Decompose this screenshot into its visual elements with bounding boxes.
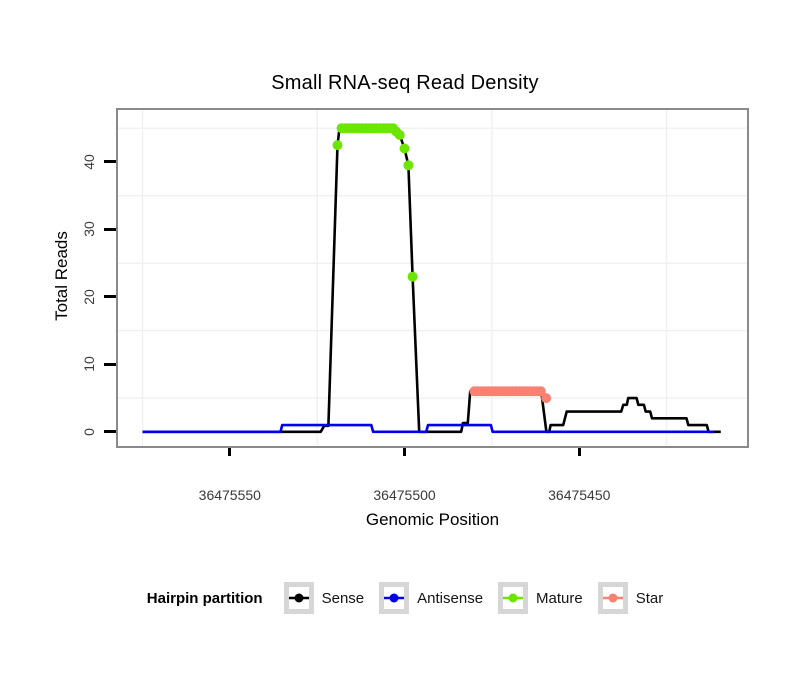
x-tick-label: 36475500	[373, 487, 436, 503]
chart-title: Small RNA-seq Read Density	[271, 72, 539, 94]
x-tick-label: 36475550	[198, 487, 261, 503]
x-axis-tick	[228, 448, 232, 456]
mature-point	[407, 271, 418, 282]
series-sense-line	[142, 126, 721, 434]
legend-item-star: Star	[597, 582, 664, 614]
x-axis-label: Genomic Position	[365, 510, 500, 529]
y-axis-tick	[104, 227, 116, 231]
legend-item-antisense: Antisense	[379, 582, 483, 614]
star-line-dot-icon	[602, 593, 623, 603]
mature-point	[394, 130, 405, 140]
legend-item-label: Antisense	[417, 589, 484, 607]
legend-key-box	[283, 582, 314, 614]
mature-point	[399, 143, 410, 154]
x-axis-tick	[577, 448, 581, 456]
plot-canvas	[118, 110, 747, 446]
series-antisense-line	[142, 423, 714, 434]
legend-key-box	[379, 582, 410, 614]
sense-line-dot-icon	[288, 593, 309, 603]
legend-item-label: Sense	[321, 589, 365, 607]
y-tick-label: 30	[81, 221, 97, 238]
legend-item-label: Star	[635, 589, 664, 607]
mature-point	[332, 140, 343, 151]
y-tick-label: 40	[81, 154, 97, 170]
y-axis-tick	[104, 430, 116, 434]
y-axis-tick	[104, 160, 116, 164]
legend-key-box	[597, 582, 628, 614]
y-tick-label: 0	[81, 427, 97, 436]
mature-line-dot-icon	[503, 593, 524, 603]
star-point	[541, 393, 552, 404]
y-axis-tick	[104, 362, 116, 366]
y-tick-label: 20	[81, 289, 97, 305]
legend-title: Hairpin partition	[146, 589, 263, 607]
antisense-line-dot-icon	[384, 593, 405, 603]
y-axis-label: Total Reads	[52, 231, 71, 321]
y-axis-tick	[104, 295, 116, 299]
y-tick-label: 10	[81, 356, 97, 373]
legend-item-sense: Sense	[283, 582, 365, 614]
plot-area	[116, 108, 749, 448]
mature-point	[403, 160, 414, 171]
star-point	[535, 386, 546, 397]
legend-item-label: Mature	[536, 589, 583, 607]
legend-item-mature: Mature	[498, 582, 583, 614]
x-tick-label: 36475450	[548, 487, 611, 503]
x-axis-tick	[403, 448, 407, 456]
legend-key-box	[498, 582, 529, 614]
legend: Hairpin partition Sense Antisense Mature St…	[0, 580, 810, 616]
